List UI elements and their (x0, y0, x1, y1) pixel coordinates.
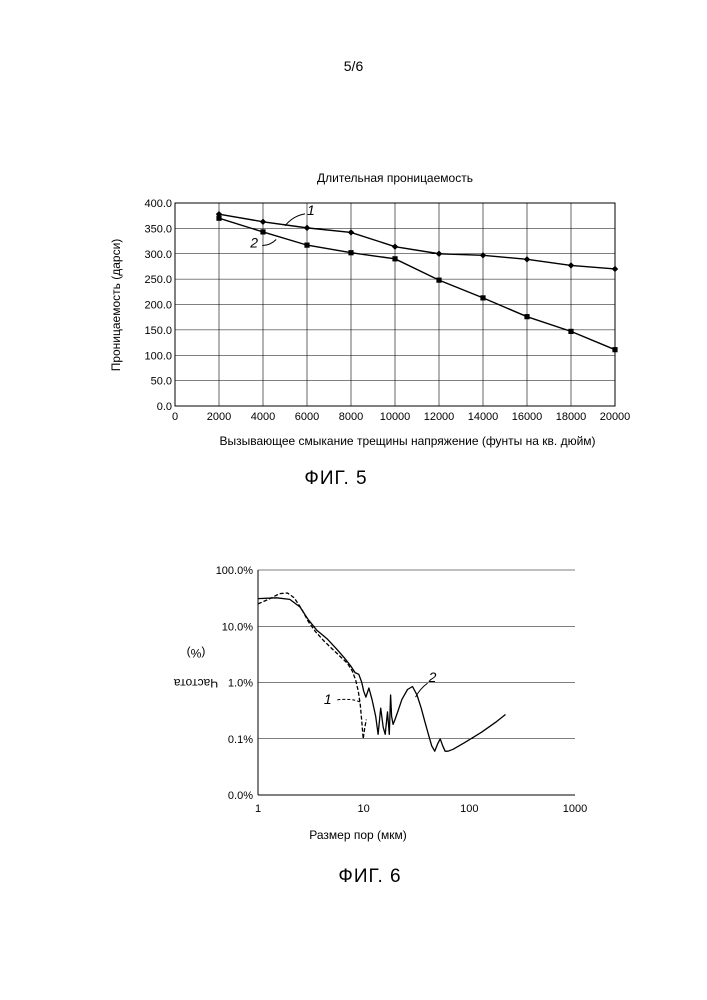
fig5-y-tick-label: 250.0 (144, 274, 172, 286)
fig5-x-tick-label: 14000 (468, 411, 499, 423)
fig5-chart: 0 2000 4000 6000 8000 10000 12000 14000 16000 180… (144, 198, 630, 423)
fig5-series-1-point (391, 243, 399, 250)
fig6-series-2-line (257, 597, 506, 752)
fig5-series-2-point (304, 242, 310, 248)
fig5-x-tick-label: 4000 (251, 411, 275, 423)
fig6-x-tick-label: 1000 (563, 803, 587, 815)
fig5-y-tick-label: 50.0 (151, 376, 172, 388)
fig6-series-1-line (257, 592, 367, 740)
fig6-y-tick-label: 1.0% (228, 678, 253, 690)
fig5-series-1-point (347, 229, 355, 236)
fig5-y-tick-label: 150.0 (144, 325, 172, 337)
fig5-series-2-point (392, 256, 398, 262)
fig5-series-2-point (216, 215, 222, 221)
fig6-series-1-leader (335, 698, 361, 703)
fig6-x-axis-label: Размер пор (мкм) (309, 828, 407, 842)
fig5-y-tick-label: 400.0 (144, 198, 172, 210)
fig5-series-1-point (259, 218, 267, 225)
fig5-y-tick-label: 100.0 (144, 350, 172, 362)
fig5-series-2-point (568, 328, 574, 334)
fig5-y-tick-label: 200.0 (144, 300, 172, 312)
fig5-series-2-point (260, 229, 266, 235)
fig6-y-tick-label: 0.0% (228, 790, 253, 802)
fig5-series-1-point (523, 256, 531, 263)
fig6-series-1-label: 1 (324, 691, 332, 707)
fig6-series-2-label: 2 (428, 669, 437, 685)
fig5-series-2-label: 2 (249, 235, 258, 251)
fig5-chart-title: Длительная проницаемость (317, 171, 473, 185)
fig6-x-tick-label: 100 (460, 803, 478, 815)
fig5-series-1-point (611, 265, 619, 273)
fig5-series-2-line (218, 217, 616, 351)
fig5-x-tick-label: 6000 (295, 411, 319, 423)
fig5-x-tick-label: 2000 (207, 411, 231, 423)
fig6-caption: ФИГ. 6 (338, 866, 402, 887)
fig5-x-tick-label: 12000 (424, 411, 455, 423)
page-number: 5/6 (343, 58, 364, 74)
fig5-x-tick-label: 0 (172, 411, 178, 423)
fig5-plot-frame (174, 202, 616, 407)
fig5-x-tick-label: 10000 (380, 411, 411, 423)
fig5-series-1-point (567, 262, 575, 269)
fig5-series-2-point (436, 277, 442, 283)
fig5-x-tick-label: 8000 (339, 411, 363, 423)
fig5-series-2-point (348, 250, 354, 256)
fig5-y-tick-label: 0.0 (157, 401, 172, 413)
fig5-series-1-point (435, 250, 443, 257)
fig5-series-1-point (479, 252, 487, 259)
fig5-x-axis-label: Вызывающее смыкание трещины напряжение (… (219, 434, 596, 448)
fig5-series-2-point (524, 314, 530, 320)
fig5-x-tick-label: 16000 (512, 411, 543, 423)
fig5-y-tick-label: 350.0 (144, 223, 172, 235)
fig5-series-1-leader (284, 213, 306, 227)
fig6-chart: 0.0% 0.1% 1.0% 10.0% 100.0% 1 10 100 1000 1 2 (216, 565, 588, 815)
fig5-series-1-point (303, 224, 311, 232)
fig6-y-tick-label: 100.0% (216, 565, 254, 577)
fig5-x-tick-label: 20000 (600, 411, 631, 423)
fig5-y-tick-label: 300.0 (144, 249, 172, 261)
fig6-x-tick-label: 1 (255, 803, 261, 815)
fig6-series-2-leader (415, 682, 428, 698)
fig5-series-2-leader (262, 239, 277, 247)
fig5-series-2-point (612, 347, 618, 353)
fig6-y-tick-label: 10.0% (222, 621, 253, 633)
fig5-caption: ФИГ. 5 (304, 468, 368, 489)
fig6-x-tick-label: 10 (358, 803, 370, 815)
fig5-series-1-point (215, 210, 223, 218)
fig5-series-1-label: 1 (307, 202, 315, 218)
fig5-x-tick-label: 18000 (556, 411, 587, 423)
fig5-series-2-point (480, 295, 486, 301)
fig5-series-1-line (218, 213, 616, 270)
fig6-y-tick-label: 0.1% (228, 734, 253, 746)
